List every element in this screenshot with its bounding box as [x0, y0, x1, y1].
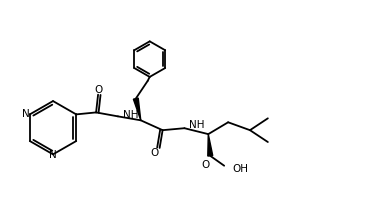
- Text: N: N: [49, 150, 57, 160]
- Polygon shape: [208, 134, 213, 156]
- Text: OH: OH: [232, 164, 248, 174]
- Text: N: N: [22, 109, 30, 119]
- Text: NH: NH: [189, 120, 205, 130]
- Text: NH: NH: [123, 110, 139, 120]
- Polygon shape: [133, 98, 141, 120]
- Text: O: O: [94, 85, 102, 95]
- Text: O: O: [151, 148, 159, 158]
- Text: O: O: [201, 160, 210, 170]
